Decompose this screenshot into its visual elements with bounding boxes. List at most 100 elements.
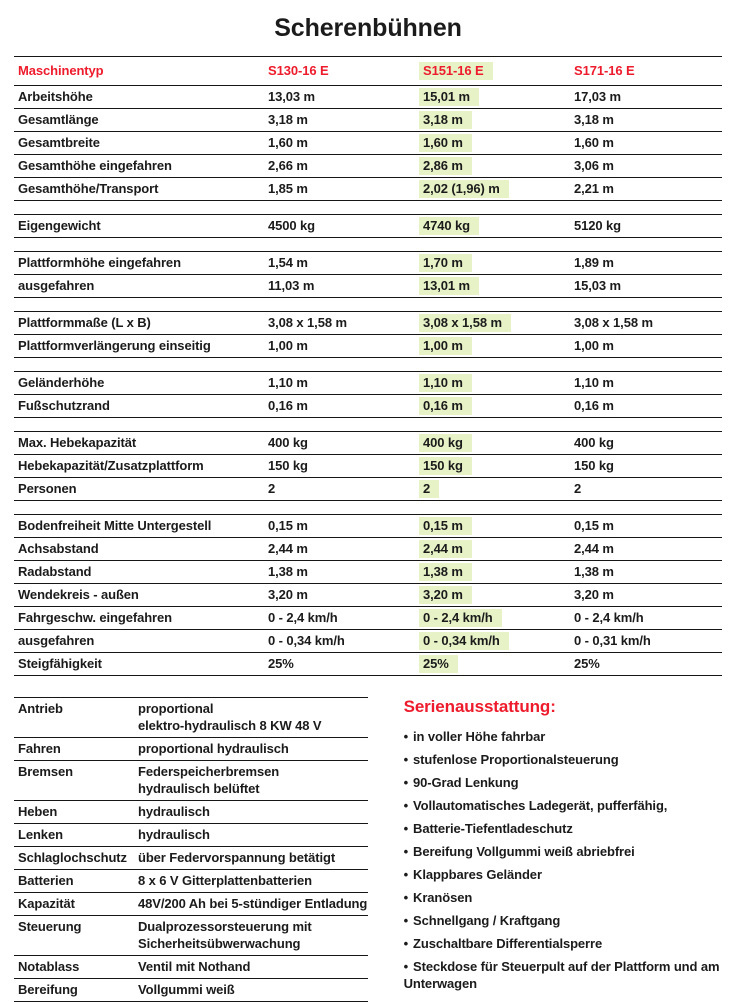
value-text: 2 — [419, 480, 440, 498]
machine-type-name: S171-16 E — [574, 63, 635, 78]
row-value-col-0: 2,66 m — [268, 158, 423, 173]
row-label: Gesamtbreite — [18, 135, 100, 150]
row-value-col-1: 2,02 (1,96) m — [419, 180, 574, 198]
value-text: 2,02 (1,96) m — [419, 180, 509, 198]
feature-item: • 90-Grad Lenkung — [404, 774, 722, 791]
value-text: 400 kg — [574, 435, 614, 450]
feature-item: • Batterie-Tiefentladeschutz — [404, 820, 722, 837]
value-text: 25% — [419, 655, 458, 673]
row-label: ausgefahren — [18, 633, 95, 648]
table-row: Geländerhöhe 1,10 m 1,10 m 1,10 m — [14, 372, 722, 395]
value-text: 150 kg — [419, 457, 472, 475]
table-section: Max. Hebekapazität 400 kg 400 kg 400 kg Hebe… — [14, 431, 722, 501]
value-text: 2,44 m — [268, 541, 308, 556]
table-row: Wendekreis - außen 3,20 m 3,20 m 3,20 m — [14, 584, 722, 607]
table-row: Bodenfreiheit Mitte Untergestell 0,15 m 0,… — [14, 515, 722, 538]
spec-value: 48V/200 Ah bei 5-stündiger Entladung — [138, 896, 368, 911]
table-row: Personen 2 2 2 — [14, 478, 722, 501]
table-row: Gesamtbreite 1,60 m 1,60 m 1,60 m — [14, 132, 722, 155]
value-text: 5120 kg — [574, 218, 622, 233]
row-value-col-2: 2,44 m — [574, 541, 722, 556]
value-text: 13,03 m — [268, 89, 316, 104]
value-text: 17,03 m — [574, 89, 622, 104]
row-value-col-1: 2 — [419, 480, 574, 498]
row-value-col-2: 3,18 m — [574, 112, 722, 127]
row-value-col-1: 0 - 2,4 km/h — [419, 609, 574, 627]
value-text: 2,44 m — [419, 540, 472, 558]
row-value-col-1: 1,60 m — [419, 134, 574, 152]
table-row: ausgefahren 0 - 0,34 km/h 0 - 0,34 km/h 0 -… — [14, 630, 722, 653]
feature-item: • Zuschaltbare Differentialsperre — [404, 935, 722, 952]
row-value-col-0: 400 kg — [268, 435, 423, 450]
row-label: Fahrgeschw. eingefahren — [18, 610, 172, 625]
row-value-col-0: 11,03 m — [268, 278, 423, 293]
value-text: 0 - 0,34 km/h — [268, 633, 345, 648]
row-label: Plattformhöhe eingefahren — [18, 255, 181, 270]
row-label: ausgefahren — [18, 278, 95, 293]
value-text: 0,16 m — [419, 397, 472, 415]
row-value-col-2: 0,15 m — [574, 518, 722, 533]
value-text: 2,86 m — [419, 157, 472, 175]
spec-row: Antrieb proportional elektro-hydraulisch … — [14, 697, 368, 738]
bullet-icon: • — [403, 752, 409, 767]
bullet-icon: • — [403, 913, 409, 928]
spec-value: proportional hydraulisch — [138, 741, 289, 756]
machine-type-header-row: Maschinentyp S130-16 E S151-16 E S171-16 E — [14, 56, 722, 86]
spec-value: hydraulisch — [138, 827, 210, 842]
machine-type-name: S151-16 E — [419, 62, 493, 80]
row-label: Personen — [18, 481, 77, 496]
row-value-col-1: 0,16 m — [419, 397, 574, 415]
row-value-col-1: 1,70 m — [419, 254, 574, 272]
value-text: 1,38 m — [268, 564, 308, 579]
row-value-col-0: 0,15 m — [268, 518, 423, 533]
value-text: 0,16 m — [268, 398, 308, 413]
value-text: 0,15 m — [268, 518, 308, 533]
spec-row: Schlaglochschutz über Federvorspannung be… — [14, 847, 368, 870]
value-text: 0,15 m — [419, 517, 472, 535]
machine-type-column-1: S151-16 E — [419, 62, 574, 80]
value-text: 2 — [574, 481, 582, 496]
machine-type-column-0: S130-16 E — [268, 63, 423, 78]
spec-label: Schlaglochschutz — [18, 850, 127, 865]
row-label: Gesamtlänge — [18, 112, 99, 127]
row-label: Max. Hebekapazität — [18, 435, 137, 450]
feature-item: • Klappbares Geländer — [404, 866, 722, 883]
spec-label: Kapazität — [18, 896, 75, 911]
row-label: Plattformverlängerung einseitig — [18, 338, 211, 353]
spec-row: Bereifung Vollgummi weiß — [14, 979, 368, 1002]
row-value-col-2: 1,60 m — [574, 135, 722, 150]
feature-item: • Schnellgang / Kraftgang — [404, 912, 722, 929]
spec-label: Heben — [18, 804, 58, 819]
table-section: Plattformmaße (L x B) 3,08 x 1,58 m 3,08 x… — [14, 311, 722, 358]
row-value-col-1: 1,38 m — [419, 563, 574, 581]
table-row: Plattformverlängerung einseitig 1,00 m 1,0… — [14, 335, 722, 358]
spec-label: Antrieb — [18, 701, 63, 716]
row-value-col-0: 25% — [268, 656, 423, 671]
value-text: 3,08 x 1,58 m — [268, 315, 347, 330]
value-text: 0 - 2,4 km/h — [268, 610, 338, 625]
row-value-col-0: 3,20 m — [268, 587, 423, 602]
table-row: Steigfähigkeit 25% 25% 25% — [14, 653, 722, 676]
feature-text: Steckdose für Steuerpult auf der Plattfo… — [403, 959, 720, 991]
row-value-col-2: 2 — [574, 481, 722, 496]
row-value-col-0: 0 - 2,4 km/h — [268, 610, 423, 625]
value-text: 3,08 x 1,58 m — [574, 315, 653, 330]
row-label: Arbeitshöhe — [18, 89, 93, 104]
row-value-col-1: 0,15 m — [419, 517, 574, 535]
value-text: 1,54 m — [268, 255, 308, 270]
table-section: Bodenfreiheit Mitte Untergestell 0,15 m 0,… — [14, 514, 722, 676]
spec-label: Batterien — [18, 873, 74, 888]
value-text: 1,00 m — [574, 338, 614, 353]
row-value-col-1: 0 - 0,34 km/h — [419, 632, 574, 650]
row-value-col-0: 150 kg — [268, 458, 423, 473]
table-section: Geländerhöhe 1,10 m 1,10 m 1,10 m Fußschutzr… — [14, 371, 722, 418]
value-text: 3,18 m — [419, 111, 472, 129]
row-value-col-2: 2,21 m — [574, 181, 722, 196]
value-text: 25% — [574, 656, 600, 671]
feature-text: Zuschaltbare Differentialsperre — [413, 936, 603, 951]
spec-value: Vollgummi weiß — [138, 982, 235, 997]
feature-text: stufenlose Proportionalsteuerung — [413, 752, 619, 767]
spec-value: Dualprozessorsteuerung mit Sicherheitsüb… — [138, 919, 312, 951]
bullet-icon: • — [403, 890, 409, 905]
